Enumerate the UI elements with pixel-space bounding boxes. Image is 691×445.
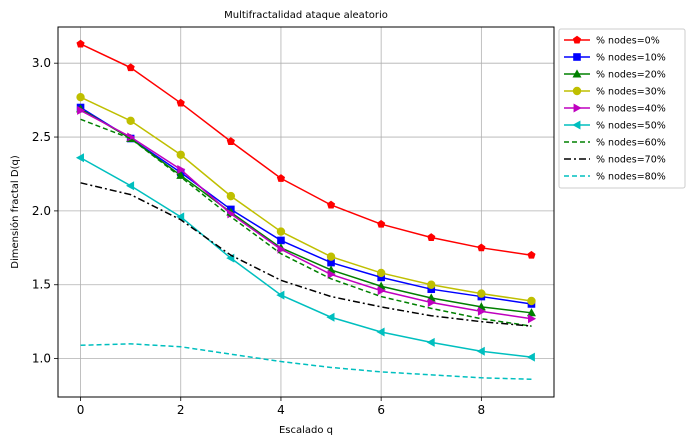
data-point [426, 337, 435, 347]
legend-marker [572, 69, 582, 78]
data-point [276, 290, 285, 300]
legend-item: % nodes=30% [564, 87, 666, 98]
data-point [527, 250, 536, 259]
chart-title: Multifractalidad ataque aleatorio [224, 10, 388, 21]
data-point [377, 219, 386, 228]
data-point [327, 269, 336, 279]
legend-marker [573, 53, 581, 61]
x-tick-label: 0 [77, 403, 85, 417]
legend-label: % nodes=70% [596, 155, 666, 166]
data-point [477, 306, 486, 316]
data-point [326, 312, 335, 322]
legend-marker [572, 86, 582, 96]
legend-item: % nodes=0% [564, 36, 660, 47]
data-point [277, 244, 286, 254]
series-4 [77, 105, 537, 324]
legend-label: % nodes=30% [596, 87, 666, 98]
series-5 [75, 153, 535, 362]
series-7 [80, 182, 532, 327]
y-tick-label: 1.5 [32, 278, 51, 292]
data-point [526, 308, 536, 317]
legend: % nodes=0% % nodes=10% % nodes=20% % nodes=… [558, 28, 686, 189]
data-point [326, 200, 336, 209]
data-point [477, 243, 486, 252]
x-axis-label: Escalado q [279, 425, 333, 436]
series-1 [76, 103, 536, 308]
x-tick-label: 6 [377, 403, 385, 417]
series-line [80, 106, 532, 305]
series-line [80, 96, 532, 302]
y-tick-label: 1.0 [32, 352, 51, 366]
series-layer [75, 39, 537, 381]
data-point [427, 233, 436, 241]
y-axis-label: Dimensión fractal D(q) [9, 155, 21, 269]
data-point [377, 286, 386, 296]
legend-item: % nodes=60% [564, 138, 666, 149]
data-point [126, 181, 135, 191]
data-point [477, 289, 486, 298]
legend-item: % nodes=80% [564, 172, 666, 183]
legend-marker [572, 120, 581, 130]
legend-label: % nodes=50% [596, 121, 666, 132]
data-point [326, 252, 336, 261]
series-line [80, 109, 532, 320]
legend-item: % nodes=70% [564, 155, 666, 166]
data-point [77, 105, 86, 115]
data-point [277, 236, 285, 245]
series-0 [76, 39, 536, 259]
y-tick-label: 3.0 [32, 56, 51, 70]
data-point [126, 116, 135, 125]
legend-item: % nodes=50% [564, 121, 666, 132]
legend-label: % nodes=60% [596, 138, 666, 149]
series-8 [80, 343, 532, 381]
x-tick-label: 2 [177, 403, 185, 417]
legend-item: % nodes=40% [564, 104, 666, 115]
series-3 [76, 92, 536, 306]
legend-marker [572, 35, 582, 44]
data-point [76, 39, 85, 48]
data-point [176, 212, 185, 222]
legend-label: % nodes=80% [596, 172, 666, 183]
data-point [526, 352, 535, 362]
data-point [427, 280, 436, 289]
series-line [80, 343, 532, 381]
legend-label: % nodes=0% [596, 36, 660, 47]
series-line [80, 157, 532, 358]
legend-label: % nodes=20% [596, 70, 666, 81]
x-tick-label: 4 [277, 403, 285, 417]
data-point [427, 297, 436, 307]
data-point [126, 63, 135, 72]
legend-item: % nodes=10% [564, 53, 666, 64]
data-point [476, 346, 485, 356]
x-tick-label: 8 [478, 403, 486, 417]
data-point [75, 153, 84, 163]
legend-box [558, 28, 686, 189]
data-point [226, 191, 236, 201]
series-line [80, 182, 532, 327]
data-point [177, 165, 186, 175]
axes: 0 2 4 6 8 1.0 1.5 2.0 2.5 3.0 [32, 56, 485, 417]
data-point [276, 227, 286, 236]
series-line [80, 43, 532, 256]
data-point [376, 268, 386, 278]
data-point [376, 327, 385, 337]
data-point [276, 174, 286, 182]
y-tick-label: 2.0 [32, 204, 51, 218]
data-point [226, 137, 235, 145]
legend-marker [573, 103, 582, 113]
data-point [76, 92, 85, 102]
legend-label: % nodes=40% [596, 104, 666, 115]
legend-label: % nodes=10% [596, 53, 666, 64]
data-point [176, 150, 185, 159]
data-point [176, 98, 185, 107]
data-point [528, 314, 537, 324]
data-point [527, 296, 536, 306]
y-tick-label: 2.5 [32, 130, 51, 144]
legend-item: % nodes=20% [564, 69, 666, 81]
plot-frame [57, 26, 555, 398]
grid [58, 27, 554, 397]
